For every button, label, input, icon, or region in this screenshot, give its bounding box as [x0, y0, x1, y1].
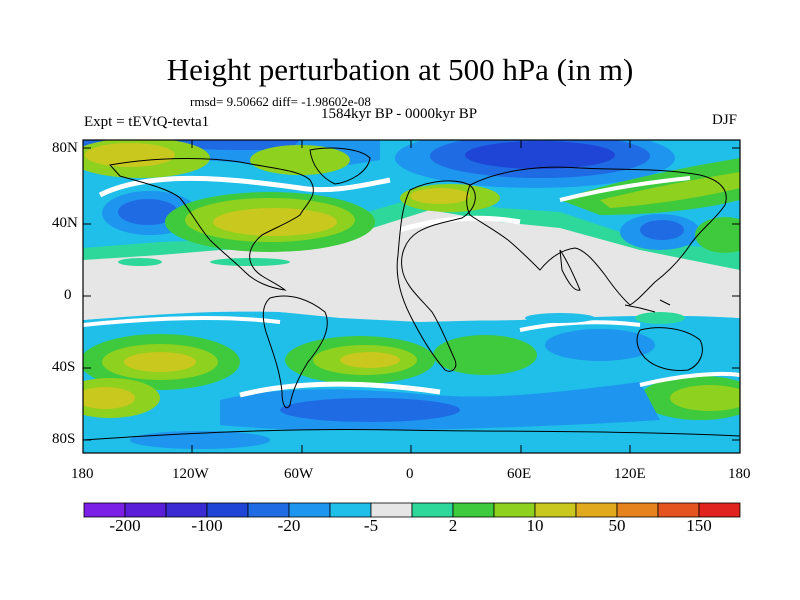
colorbar-label: -5: [363, 516, 379, 535]
colorbar-swatch: [411, 502, 454, 518]
colorbar-label: -100: [191, 516, 223, 535]
colorbar-label: 10: [526, 516, 544, 535]
colorbar-swatch: [452, 502, 495, 518]
lon-label-60e: 60E: [507, 466, 532, 482]
lat-label-80s: 80S: [52, 431, 76, 447]
experiment-label: Expt = tEVtQ-tevta1: [84, 114, 210, 130]
lon-label-180w: 180: [71, 466, 94, 482]
colorbar-label: 150: [686, 516, 712, 535]
colorbar-label: -200: [109, 516, 141, 535]
lon-label-180e: 180: [728, 466, 751, 482]
lat-label-80n: 80N: [52, 140, 78, 156]
colorbar-swatch: [534, 502, 577, 518]
colorbar-swatch: [657, 502, 700, 518]
period-text: 1584kyr BP - 0000kyr BP: [321, 106, 478, 122]
contour-field: [83, 140, 740, 453]
colorbar-swatch: [493, 502, 536, 518]
colorbar-swatch: [370, 502, 413, 518]
colorbar-label: 2: [448, 516, 458, 535]
colorbar-swatch: [165, 502, 208, 518]
colorbar-swatch: [575, 502, 618, 518]
lon-label-0: 0: [406, 466, 414, 482]
lat-label-40n: 40N: [52, 215, 78, 231]
stats-text: rmsd= 9.50662 diff= -1.98602e-08: [190, 94, 371, 109]
colorbar-swatch: [698, 502, 741, 518]
lon-label-120w: 120W: [172, 466, 209, 482]
plot-title: Height perturbation at 500 hPa (in m): [166, 52, 634, 87]
colorbar-swatch: [83, 502, 126, 518]
lon-label-60w: 60W: [284, 466, 314, 482]
axis-ticks: [82, 140, 741, 453]
colorbar-swatch: [329, 502, 372, 518]
colorbar-swatch: [206, 502, 249, 518]
colorbar-swatch: [247, 502, 290, 518]
coastlines: [83, 147, 740, 441]
colorbar-label: 50: [608, 516, 626, 535]
colorbar-swatch: [288, 502, 331, 518]
colorbar: [83, 502, 741, 518]
colorbar-swatch: [124, 502, 167, 518]
lon-label-120e: 120E: [614, 466, 646, 482]
lat-label-40s: 40S: [52, 359, 76, 375]
colorbar-swatch: [616, 502, 659, 518]
season-label: DJF: [712, 112, 738, 128]
lat-label-0: 0: [64, 287, 72, 303]
colorbar-label: -20: [277, 516, 301, 535]
